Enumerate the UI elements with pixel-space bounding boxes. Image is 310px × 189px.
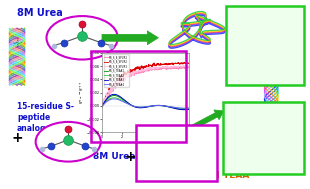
Text: +: +	[11, 131, 23, 145]
Text: +: +	[11, 36, 23, 50]
Circle shape	[36, 122, 101, 162]
Text: 1.6M TEAA: 1.6M TEAA	[195, 171, 250, 180]
Text: $-$: $-$	[198, 138, 205, 144]
Text: $\overset{+}{\mathsf{N}}$H: $\overset{+}{\mathsf{N}}$H	[171, 134, 183, 148]
Text: $\mathsf{H_3C}$: $\mathsf{H_3C}$	[162, 147, 174, 156]
Y-axis label: $g_{+-} - g_{++}$: $g_{+-} - g_{++}$	[78, 81, 85, 104]
Circle shape	[46, 16, 118, 60]
Text: 15-residue S-
peptide
analogue: 15-residue S- peptide analogue	[17, 101, 74, 133]
Text: $\mathsf{H_3C}$: $\mathsf{H_3C}$	[162, 126, 174, 135]
Text: 8M Urea: 8M Urea	[93, 152, 135, 161]
Text: Complete
denaturation
of peptide: Complete denaturation of peptide	[237, 29, 294, 62]
FancyArrowPatch shape	[192, 110, 224, 129]
Text: Peptide
regaining its
native structure: Peptide regaining its native structure	[231, 127, 296, 149]
Text: $\mathsf{\overset{O}{\|}}$: $\mathsf{\overset{O}{\|}}$	[204, 132, 210, 149]
Legend: RG_S_8_SPUR1, RG_S_8_SPUR2, RG_S_8_SPUR3, RG_S_TEAA1, RG_S_TEAA2, RG_S_TEAA3, RG: RG_S_8_SPUR1, RG_S_8_SPUR2, RG_S_8_SPUR3…	[104, 54, 129, 87]
X-axis label: t (ns): t (ns)	[140, 140, 151, 144]
Text: $\mathsf{-}$: $\mathsf{-}$	[188, 136, 196, 145]
Text: 8M Urea: 8M Urea	[17, 8, 63, 18]
Text: +: +	[124, 150, 136, 164]
Text: $\mathsf{O}$: $\mathsf{O}$	[202, 126, 208, 134]
FancyArrowPatch shape	[102, 31, 158, 45]
Text: $\mathsf{CH_3}$: $\mathsf{CH_3}$	[206, 145, 219, 154]
Text: $\mathsf{H_3C}$: $\mathsf{H_3C}$	[149, 135, 161, 144]
